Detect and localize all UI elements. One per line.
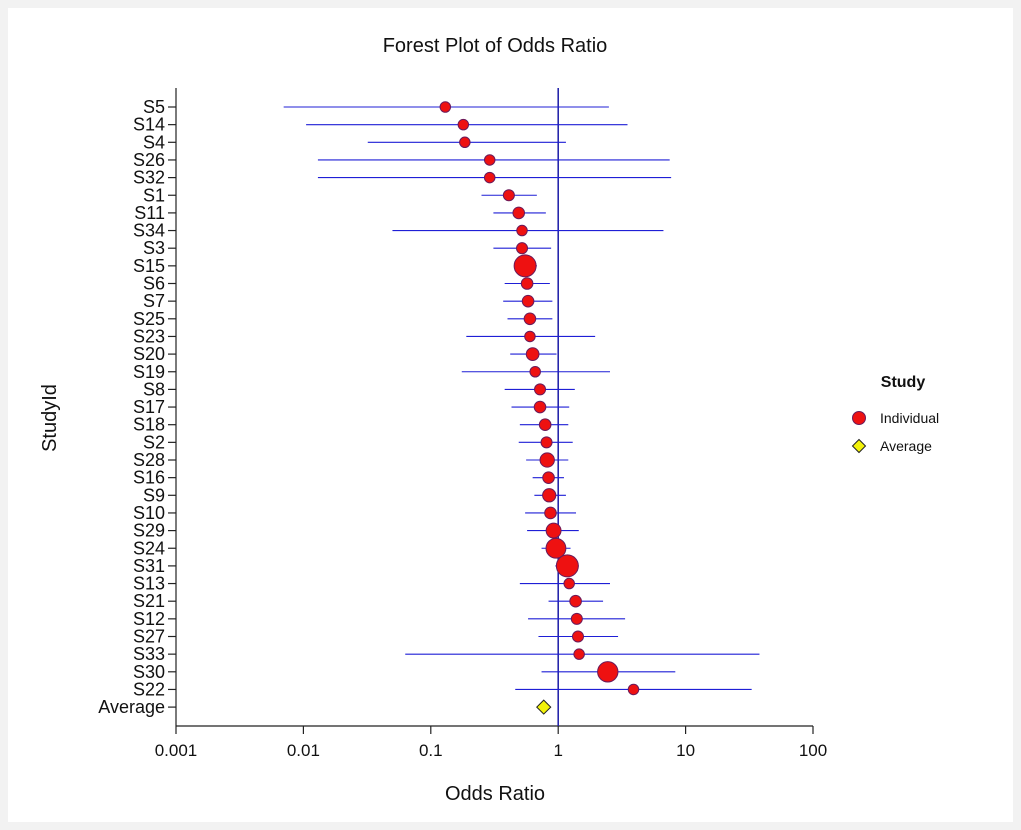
study-point [513, 254, 537, 278]
study-label: S21 [133, 591, 165, 611]
study-point [542, 488, 557, 503]
study-point [533, 400, 547, 414]
study-point [555, 554, 579, 578]
chart-title: Forest Plot of Odds Ratio [383, 35, 608, 57]
study-label: S22 [133, 679, 165, 699]
study-label: S19 [133, 362, 165, 382]
legend-title: Study [881, 374, 926, 391]
study-label: S14 [133, 115, 165, 135]
average-diamond [536, 699, 552, 715]
x-tick-label: 100 [799, 741, 827, 760]
legend-marker-average [851, 438, 867, 454]
study-label: S28 [133, 450, 165, 470]
study-point [542, 471, 555, 484]
study-label: S32 [133, 168, 165, 188]
study-label: S33 [133, 644, 165, 664]
study-label: S10 [133, 503, 165, 523]
study-label: S26 [133, 150, 165, 170]
study-label: Average [98, 697, 165, 717]
study-point [512, 206, 526, 220]
legend: Study Individual Average [851, 374, 939, 454]
chart-panel: Forest Plot of Odds Ratio Odds Ratio Stu… [8, 8, 1013, 822]
x-tick-label: 0.001 [155, 741, 198, 760]
study-point [439, 101, 452, 113]
study-point [459, 136, 471, 149]
study-point [521, 294, 535, 308]
study-label: S7 [143, 291, 165, 311]
study-point [515, 242, 529, 255]
study-point [525, 347, 540, 361]
study-point [597, 661, 619, 683]
study-point [516, 224, 528, 237]
study-label: S31 [133, 556, 165, 576]
study-label: S3 [143, 238, 165, 258]
x-tick-label: 0.01 [287, 741, 320, 760]
study-point [545, 522, 562, 539]
study-point [538, 418, 552, 432]
study-point [563, 577, 575, 590]
study-point [540, 436, 553, 449]
study-point [571, 630, 585, 643]
study-point [483, 171, 496, 184]
study-label: S9 [143, 485, 165, 505]
study-point [520, 277, 534, 290]
study-point [502, 189, 515, 202]
x-axis-label: Odds Ratio [445, 783, 545, 805]
study-label: S8 [143, 379, 165, 399]
study-point [539, 452, 555, 468]
study-label: S2 [143, 432, 165, 452]
x-tick-label: 1 [553, 741, 562, 760]
study-point [529, 366, 541, 378]
study-label: S29 [133, 521, 165, 541]
forest-plot: Forest Plot of Odds Ratio Odds Ratio Stu… [39, 35, 939, 805]
study-point [483, 154, 496, 166]
study-label: S6 [143, 274, 165, 294]
y-axis-label: StudyId [39, 384, 61, 452]
study-label: S16 [133, 468, 165, 488]
plot-area: 0.001 0.01 0.1 1 10 100S5S14S4S26S32S1S11S34S… [98, 88, 827, 760]
study-label: S11 [134, 203, 165, 223]
legend-marker-individual [852, 411, 866, 425]
study-label: S34 [133, 221, 165, 241]
study-point [573, 648, 585, 660]
study-label: S24 [133, 538, 165, 558]
study-label: S4 [143, 132, 165, 152]
study-label: S30 [133, 662, 165, 682]
study-label: S5 [143, 97, 165, 117]
legend-entry-label: Average [880, 438, 932, 454]
study-point [544, 506, 557, 520]
study-point [533, 383, 547, 396]
study-point [523, 312, 537, 326]
study-label: S20 [133, 344, 165, 364]
study-point [627, 683, 640, 696]
study-label: S13 [133, 574, 165, 594]
study-label: S23 [133, 326, 165, 346]
study-label: S25 [133, 309, 165, 329]
x-tick-label: 10 [676, 741, 695, 760]
study-label: S12 [133, 609, 165, 629]
study-label: S17 [133, 397, 165, 417]
study-label: S1 [143, 185, 165, 205]
study-point [545, 537, 567, 559]
study-label: S15 [133, 256, 165, 276]
x-tick-label: 0.1 [419, 741, 443, 760]
study-label: S18 [133, 415, 165, 435]
study-point [569, 594, 582, 608]
study-label: S27 [133, 627, 165, 647]
study-point [524, 330, 536, 343]
study-point [570, 612, 583, 625]
study-point [457, 118, 470, 131]
legend-entry-label: Individual [880, 410, 939, 426]
